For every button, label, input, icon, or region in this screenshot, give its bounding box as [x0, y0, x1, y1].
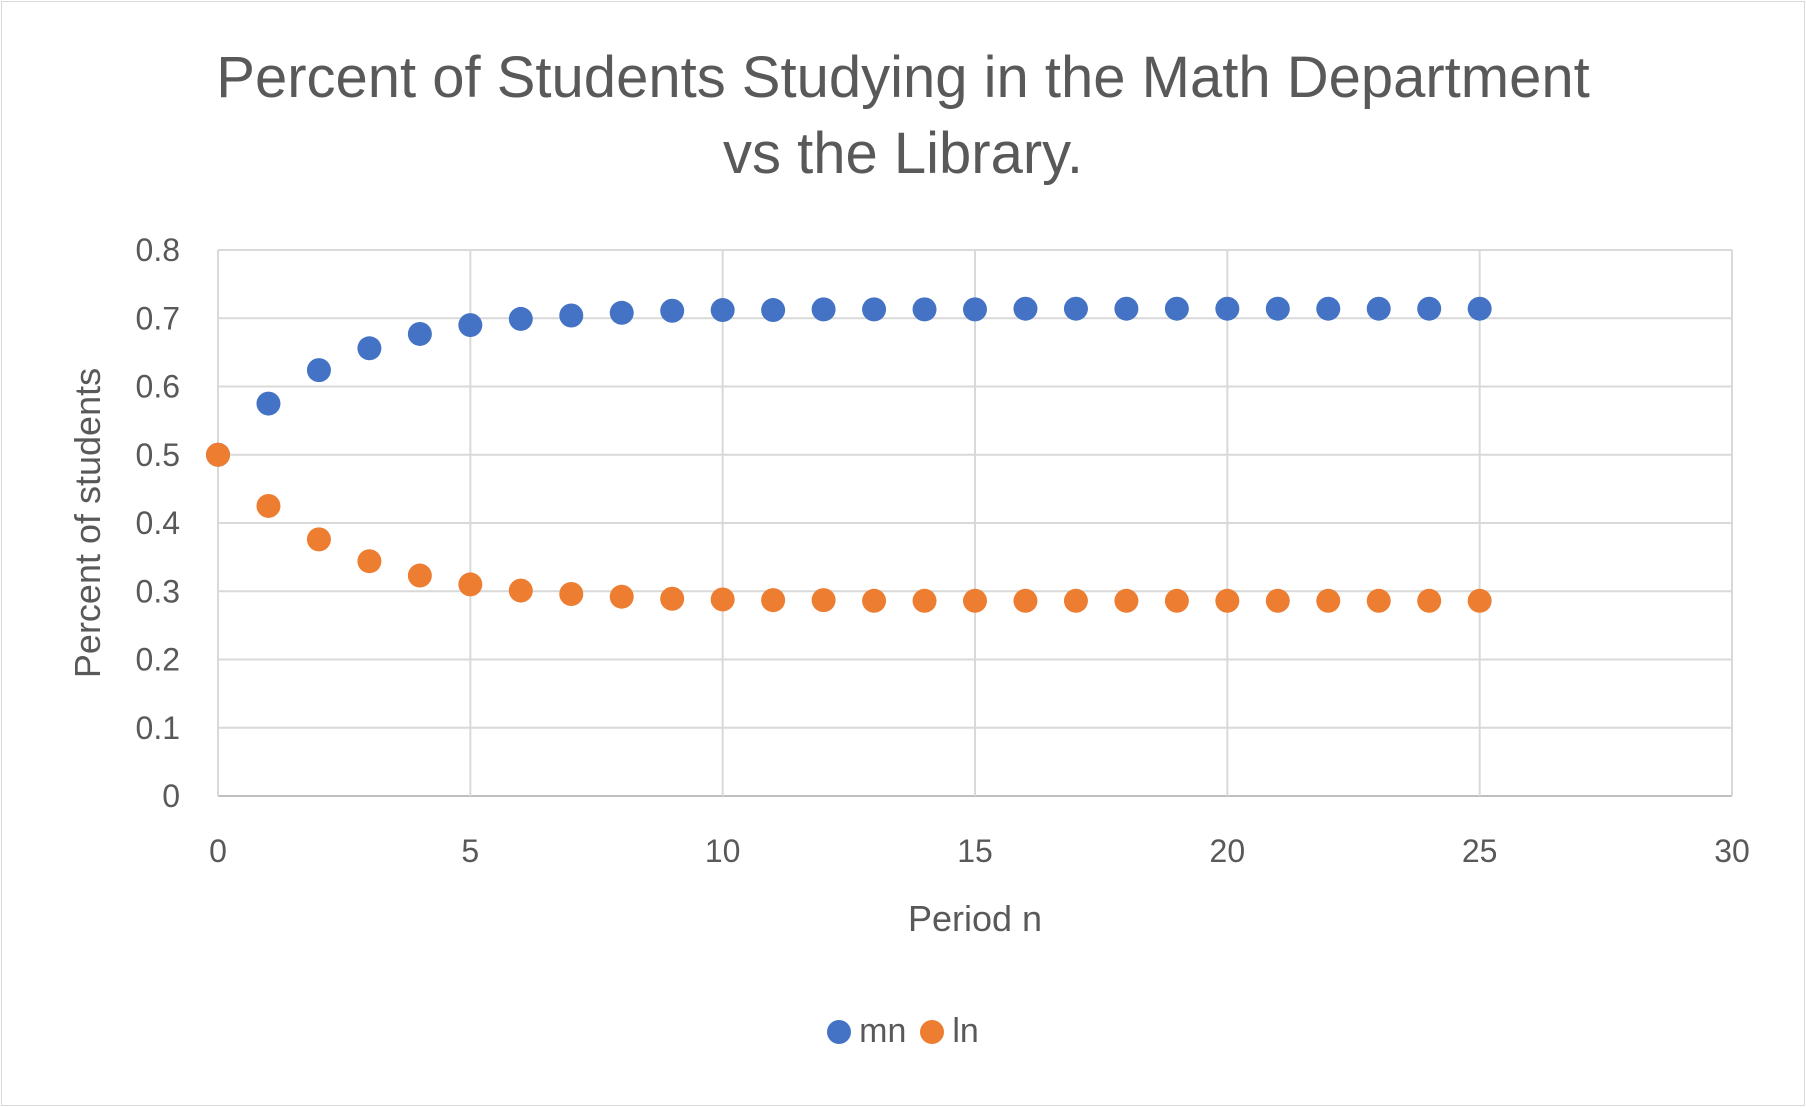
y-tick-label: 0.2	[136, 642, 180, 678]
chart-title-line-2: vs the Library.	[723, 121, 1083, 186]
x-tick-label: 5	[461, 833, 479, 869]
legend-item-mn: mn	[827, 1012, 906, 1051]
data-point-mn	[710, 298, 735, 323]
data-point-ln	[256, 493, 281, 518]
data-point-ln	[508, 578, 533, 603]
data-point-mn	[1366, 296, 1391, 321]
legend-swatch-ln	[920, 1019, 945, 1044]
data-point-mn	[609, 300, 634, 325]
data-point-mn	[660, 298, 685, 323]
chart-title-line-1: Percent of Students Studying in the Math…	[216, 45, 1590, 110]
y-tick-label: 0.6	[136, 369, 180, 405]
data-point-mn	[1467, 296, 1492, 321]
data-point-ln	[357, 549, 382, 574]
data-point-ln	[811, 588, 836, 613]
data-point-ln	[1417, 588, 1442, 613]
data-point-ln	[206, 442, 230, 467]
data-point-ln	[458, 572, 483, 597]
data-point-ln	[1114, 588, 1139, 613]
data-point-ln	[1366, 588, 1391, 613]
y-tick-label: 0.4	[136, 505, 180, 541]
data-point-mn	[407, 321, 432, 346]
data-point-ln	[1467, 588, 1492, 613]
data-point-mn	[963, 297, 987, 322]
legend-label-ln: ln	[952, 1012, 979, 1050]
data-point-mn	[1316, 296, 1341, 321]
data-point-ln	[710, 587, 735, 612]
data-point-mn	[256, 391, 281, 416]
data-point-mn	[1164, 296, 1189, 321]
data-point-mn	[1265, 296, 1290, 321]
data-point-mn	[508, 306, 533, 331]
data-point-mn	[862, 297, 887, 322]
data-point-ln	[407, 563, 432, 588]
y-tick-label: 0.7	[136, 300, 180, 336]
x-tick-label: 0	[209, 833, 227, 869]
data-point-mn	[1114, 296, 1139, 321]
data-point-mn	[1417, 296, 1442, 321]
chart-title: Percent of Students Studying in the Math…	[0, 40, 1806, 192]
data-point-ln	[912, 588, 937, 613]
y-tick-label: 0.1	[136, 710, 180, 746]
data-point-mn	[458, 313, 483, 338]
x-tick-label: 10	[705, 833, 741, 869]
y-axis-title: Percent of students	[67, 368, 108, 678]
data-point-ln	[963, 588, 987, 613]
data-point-ln	[609, 584, 634, 609]
data-point-ln	[761, 588, 786, 613]
data-point-ln	[1013, 588, 1038, 613]
data-point-mn	[559, 303, 584, 328]
data-point-mn	[811, 297, 836, 322]
data-point-mn	[761, 298, 786, 323]
data-point-ln	[862, 588, 887, 613]
y-tick-label: 0.8	[136, 232, 180, 268]
y-tick-label: 0.3	[136, 573, 180, 609]
legend-item-ln: ln	[920, 1012, 979, 1051]
x-tick-label: 30	[1714, 833, 1750, 869]
data-point-mn	[357, 336, 382, 361]
data-point-ln	[1063, 588, 1088, 613]
legend-swatch-mn	[827, 1019, 852, 1044]
data-point-mn	[306, 358, 331, 383]
data-point-mn	[1063, 296, 1088, 321]
legend-label-mn: mn	[859, 1012, 907, 1050]
data-point-ln	[1164, 588, 1189, 613]
data-point-ln	[1215, 588, 1240, 613]
data-point-mn	[1013, 296, 1038, 321]
x-tick-label: 15	[957, 833, 993, 869]
legend: mn ln	[0, 1012, 1806, 1051]
data-point-ln	[306, 527, 331, 552]
data-point-ln	[660, 586, 685, 611]
data-point-ln	[1316, 588, 1341, 613]
data-point-ln	[559, 581, 584, 606]
data-point-mn	[912, 297, 937, 322]
data-point-ln	[1265, 588, 1290, 613]
x-tick-label: 25	[1462, 833, 1498, 869]
y-tick-label: 0	[162, 778, 180, 814]
x-axis-title: Period n	[908, 898, 1042, 939]
x-tick-label: 20	[1210, 833, 1246, 869]
y-tick-label: 0.5	[136, 437, 180, 473]
data-point-mn	[1215, 296, 1240, 321]
